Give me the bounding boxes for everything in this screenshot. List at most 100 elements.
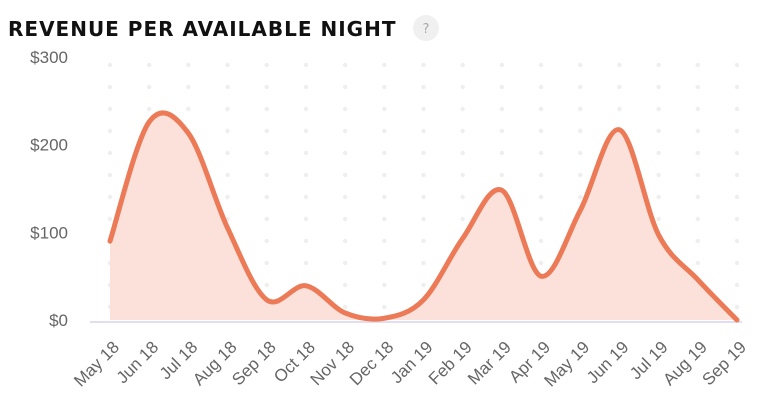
- grid-dot: [264, 194, 269, 200]
- grid-dot: [342, 128, 348, 134]
- grid-dot: [107, 84, 113, 90]
- x-tick-label: Sep 19: [699, 338, 751, 390]
- grid-dot: [264, 260, 269, 266]
- grid-dot: [264, 84, 269, 90]
- grid-dot: [460, 216, 465, 222]
- grid-dot: [342, 150, 348, 156]
- grid-dot: [734, 216, 740, 222]
- grid-dot: [264, 238, 269, 244]
- grid-dot: [734, 238, 740, 244]
- grid-dot: [146, 84, 152, 90]
- grid-dot: [342, 194, 348, 200]
- grid-dot: [538, 260, 544, 266]
- grid-dot: [656, 128, 661, 134]
- grid-dot: [382, 106, 387, 112]
- grid-dot: [499, 106, 505, 112]
- x-tick-label: Sep 18: [228, 338, 280, 390]
- grid-dot: [617, 106, 622, 112]
- grid-dot: [342, 172, 348, 178]
- grid-dot: [303, 238, 309, 244]
- grid-dot: [303, 150, 309, 156]
- grid-dot: [656, 106, 661, 112]
- grid-dot: [342, 62, 348, 68]
- x-tick-label: Jun 19: [583, 338, 633, 388]
- grid-dot: [421, 194, 426, 200]
- grid-dot: [734, 128, 740, 134]
- x-tick-label: Mar 19: [464, 338, 515, 389]
- help-icon[interactable]: [413, 15, 439, 41]
- grid-dot: [460, 106, 465, 112]
- grid-dot: [382, 128, 387, 134]
- chart-title: REVENUE PER AVAILABLE NIGHT: [8, 17, 396, 41]
- x-tick-label: Jun 18: [113, 338, 163, 388]
- grid-dot: [695, 216, 701, 222]
- grid-dot: [264, 128, 269, 134]
- grid-dot: [734, 84, 740, 90]
- grid-dot: [656, 84, 661, 90]
- grid-dot: [578, 84, 583, 90]
- grid-dot: [578, 194, 583, 200]
- grid-dot: [421, 260, 426, 266]
- grid-dot: [460, 128, 465, 134]
- grid-dot: [538, 238, 544, 244]
- grid-dot: [382, 238, 387, 244]
- grid-dot: [225, 128, 230, 134]
- grid-dot: [656, 62, 661, 68]
- grid-dot: [382, 194, 387, 200]
- grid-dot: [578, 150, 583, 156]
- area: [110, 112, 737, 321]
- grid-dot: [460, 172, 465, 178]
- grid-dot: [421, 62, 426, 68]
- grid-dot: [734, 282, 740, 288]
- grid-dot: [264, 106, 269, 112]
- grid-dot: [460, 194, 465, 200]
- grid-dot: [538, 194, 544, 200]
- grid-dot: [303, 216, 309, 222]
- help-icon-text[interactable]: ?: [423, 22, 430, 37]
- grid-dot: [538, 106, 544, 112]
- y-tick-label: $200: [30, 136, 68, 155]
- grid-dot: [303, 260, 309, 266]
- grid-dot: [617, 84, 622, 90]
- x-tick-label: Feb 19: [425, 338, 476, 389]
- grid-dot: [538, 172, 544, 178]
- grid-dot: [617, 62, 622, 68]
- line: [107, 110, 740, 323]
- grid-dot: [499, 150, 505, 156]
- grid-dot: [578, 172, 583, 178]
- grid-dot: [695, 84, 701, 90]
- grid-dot: [107, 62, 113, 68]
- grid-dot: [186, 62, 191, 68]
- grid-dot: [342, 304, 348, 310]
- y-tick-label: $0: [49, 311, 68, 330]
- grid-dot: [421, 172, 426, 178]
- grid-dot: [186, 106, 191, 112]
- grid-dot: [421, 216, 426, 222]
- grid-dot: [695, 260, 701, 266]
- grid-dot: [107, 194, 113, 200]
- grid-dot: [421, 238, 426, 244]
- grid-dot: [656, 194, 661, 200]
- grid-dot: [107, 172, 113, 178]
- grid-dot: [107, 106, 113, 112]
- grid-dot: [538, 128, 544, 134]
- y-tick-label: $300: [30, 48, 68, 67]
- grid-dot: [303, 172, 309, 178]
- grid-dot: [421, 150, 426, 156]
- grid-dot: [421, 106, 426, 112]
- grid-dot: [734, 172, 740, 178]
- grid-dot: [303, 128, 309, 134]
- grid-dot: [695, 194, 701, 200]
- grid-dot: [225, 62, 230, 68]
- grid-dot: [656, 150, 661, 156]
- grid-dot: [264, 172, 269, 178]
- x-tick-label: Dec 18: [346, 338, 398, 390]
- grid-dot: [342, 238, 348, 244]
- grid-dot: [460, 62, 465, 68]
- grid-dot: [382, 216, 387, 222]
- grid-dot: [264, 282, 269, 288]
- grid-dot: [146, 62, 152, 68]
- grid-dot: [382, 172, 387, 178]
- grid-dot: [107, 128, 113, 134]
